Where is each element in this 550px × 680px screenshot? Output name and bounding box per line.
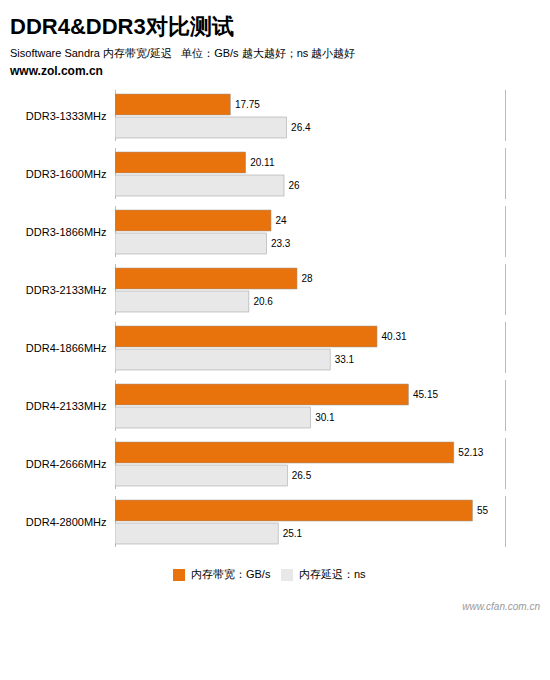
svg-text:45.15: 45.15 bbox=[413, 389, 438, 400]
svg-text:DDR3-2133MHz: DDR3-2133MHz bbox=[26, 284, 107, 296]
svg-text:55: 55 bbox=[477, 505, 489, 516]
svg-text:52.13: 52.13 bbox=[458, 447, 483, 458]
svg-text:26: 26 bbox=[289, 180, 301, 191]
svg-text:25.1: 25.1 bbox=[283, 528, 303, 539]
svg-text:20.6: 20.6 bbox=[253, 296, 273, 307]
html-text:DDR4&DDR3对比测试: DDR4&DDR3对比测试 bbox=[10, 14, 234, 39]
svg-text:23.3: 23.3 bbox=[271, 238, 291, 249]
svg-text:17.75: 17.75 bbox=[235, 99, 260, 110]
html-text:Sisoftware Sandra 内存带宽/延迟 单位：G: Sisoftware Sandra 内存带宽/延迟 单位：GB/s 越大越好；n… bbox=[10, 47, 356, 59]
svg-text:24: 24 bbox=[276, 215, 288, 226]
svg-text:DDR4-2666MHz: DDR4-2666MHz bbox=[26, 458, 107, 470]
svg-text:20.11: 20.11 bbox=[250, 157, 275, 168]
svg-text:DDR3-1866MHz: DDR3-1866MHz bbox=[26, 226, 107, 238]
svg-text:28: 28 bbox=[302, 273, 314, 284]
html-text:www.zol.com.cn: www.zol.com.cn bbox=[10, 64, 103, 78]
svg-text:DDR4-2800MHz: DDR4-2800MHz bbox=[26, 516, 107, 528]
svg-text:30.1: 30.1 bbox=[315, 412, 335, 423]
svg-text:26.5: 26.5 bbox=[292, 470, 312, 481]
svg-text:DDR3-1600MHz: DDR3-1600MHz bbox=[26, 168, 107, 180]
html-text:内存带宽：GB/s: 内存带宽：GB/s bbox=[191, 568, 271, 580]
svg-text:33.1: 33.1 bbox=[335, 354, 355, 365]
svg-text:DDR3-1333MHz: DDR3-1333MHz bbox=[26, 110, 107, 122]
html-text:www.cfan.com.cn: www.cfan.com.cn bbox=[462, 600, 540, 612]
svg-text:DDR4-2133MHz: DDR4-2133MHz bbox=[26, 400, 107, 412]
svg-text:26.4: 26.4 bbox=[291, 122, 311, 133]
svg-text:DDR4-1866MHz: DDR4-1866MHz bbox=[26, 342, 107, 354]
html-text:内存延迟：ns: 内存延迟：ns bbox=[298, 568, 366, 580]
svg-text:40.31: 40.31 bbox=[382, 331, 407, 342]
